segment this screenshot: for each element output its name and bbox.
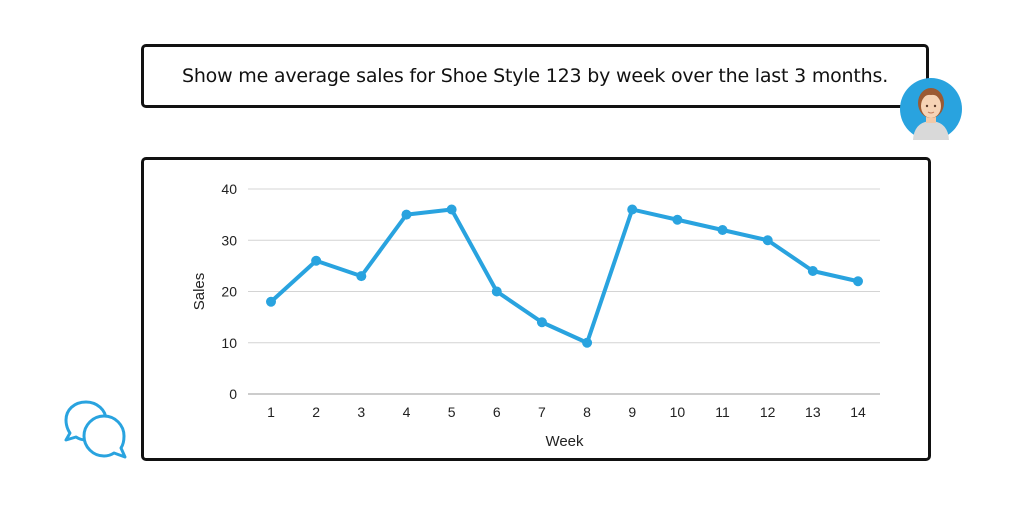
x-tick-label: 8 <box>583 404 591 420</box>
x-tick-label: 7 <box>538 404 546 420</box>
data-point <box>446 204 457 215</box>
data-point <box>627 204 638 215</box>
x-tick-label: 1 <box>267 404 275 420</box>
x-tick-label: 12 <box>760 404 776 420</box>
data-point <box>536 317 547 328</box>
data-point <box>807 266 818 276</box>
y-tick-label: 20 <box>221 284 237 300</box>
x-tick-label: 4 <box>403 404 411 420</box>
data-point <box>762 235 773 246</box>
data-point <box>266 296 276 307</box>
data-point <box>401 209 412 220</box>
y-tick-label: 30 <box>221 232 237 248</box>
y-axis-label: Sales <box>191 273 208 311</box>
prompt-text: Show me average sales for Shoe Style 123… <box>181 65 889 87</box>
x-tick-label: 2 <box>312 404 320 420</box>
x-tick-label: 5 <box>448 404 456 420</box>
data-point <box>491 286 502 297</box>
y-tick-label: 40 <box>221 181 237 197</box>
data-point <box>356 271 367 282</box>
x-tick-labels: 1 2 3 4 5 6 7 8 9 10 11 12 13 14 <box>267 404 866 420</box>
user-avatar-icon <box>900 78 962 140</box>
data-points <box>266 204 863 348</box>
data-point <box>717 225 728 235</box>
data-point <box>672 214 683 225</box>
y-tick-labels: 0 10 20 30 40 <box>221 181 237 402</box>
x-tick-label: 14 <box>850 404 866 420</box>
data-point <box>582 337 593 348</box>
data-point <box>853 276 863 287</box>
chart-panel: 0 10 20 30 40 1 2 3 4 5 6 7 8 9 10 11 12 13 14 Week Sales <box>141 157 931 461</box>
x-tick-label: 10 <box>670 404 686 420</box>
x-tick-label: 13 <box>805 404 821 420</box>
x-tick-label: 3 <box>357 404 365 420</box>
data-point <box>311 255 322 266</box>
gridlines <box>248 188 880 395</box>
x-tick-label: 6 <box>493 404 501 420</box>
prompt-bubble: Show me average sales for Shoe Style 123… <box>141 44 929 108</box>
x-axis-label: Week <box>545 433 584 450</box>
x-tick-label: 9 <box>628 404 636 420</box>
series-line <box>269 207 860 345</box>
chat-bubbles-icon <box>64 400 127 459</box>
y-tick-label: 0 <box>229 386 237 402</box>
x-tick-label: 11 <box>715 404 730 420</box>
y-tick-label: 10 <box>221 335 237 351</box>
